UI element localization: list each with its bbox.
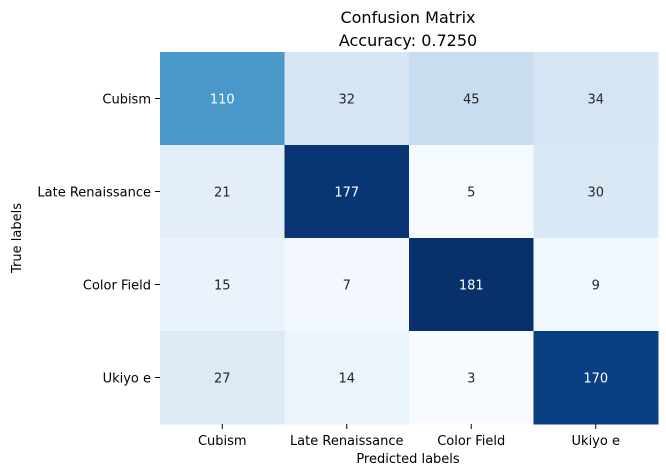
heatmap-cell [409, 145, 534, 239]
heatmap-cells: 110 32 45 34 21 177 5 30 15 7 181 9 27 14 3 170 [160, 52, 659, 425]
cell-value-label: 14 [338, 372, 355, 387]
cell-value-label: 3 [467, 372, 475, 387]
heatmap-cell [160, 52, 285, 146]
heatmap-cell [284, 331, 410, 425]
cell-value-label: 177 [334, 186, 359, 201]
cell-value-label: 110 [210, 93, 235, 108]
cell-value-label: 15 [214, 279, 231, 294]
cell-value-label: 21 [214, 186, 231, 201]
heatmap-cell [533, 331, 659, 425]
cell-value-label: 7 [343, 279, 351, 294]
x-tick-labels: Cubism Late Renaissance Color Field Ukiyo e [198, 424, 620, 449]
chart-subtitle: Accuracy: 0.7250 [339, 31, 477, 50]
heatmap-cell [409, 238, 534, 332]
y-tick-label: Cubism [102, 93, 151, 108]
heatmap-cell [533, 238, 659, 332]
cell-value-label: 30 [587, 186, 604, 201]
x-tick-label: Cubism [198, 434, 247, 449]
heatmap-cell [533, 145, 659, 239]
heatmap-cell [409, 52, 534, 146]
heatmap-cell [284, 52, 410, 146]
cell-value-label: 27 [214, 372, 231, 387]
cell-value-label: 32 [338, 93, 355, 108]
heatmap-cell [284, 238, 410, 332]
x-tick-label: Ukiyo e [572, 434, 620, 449]
y-tick-labels: Cubism Late Renaissance Color Field Ukiyo e [37, 93, 160, 387]
y-tick-label: Late Renaissance [37, 186, 151, 201]
cell-value-label: 181 [459, 279, 484, 294]
y-tick-label: Ukiyo e [103, 372, 151, 387]
heatmap-cell [409, 331, 534, 425]
x-tick-label: Late Renaissance [290, 434, 404, 449]
heatmap-cell [284, 145, 410, 239]
x-tick-label: Color Field [437, 434, 505, 449]
heatmap-cell [160, 145, 285, 239]
heatmap-cell [160, 331, 285, 425]
y-axis-label: True labels [10, 203, 25, 274]
y-tick-label: Color Field [83, 279, 151, 294]
heatmap-cell [533, 52, 659, 146]
cell-value-label: 170 [583, 372, 608, 387]
cell-value-label: 9 [592, 279, 600, 294]
cell-value-label: 5 [467, 186, 475, 201]
chart-title: Confusion Matrix [340, 8, 475, 27]
x-axis-label: Predicted labels [356, 452, 460, 467]
cell-value-label: 34 [587, 93, 604, 108]
cell-value-label: 45 [463, 93, 480, 108]
heatmap-cell [160, 238, 285, 332]
